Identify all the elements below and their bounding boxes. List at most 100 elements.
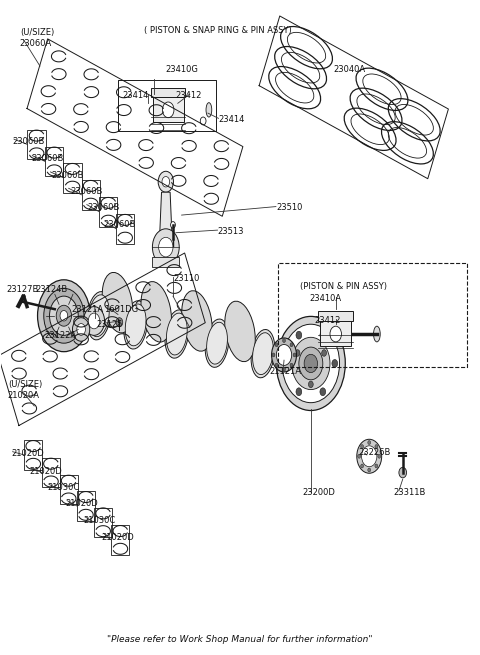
Ellipse shape xyxy=(206,322,228,364)
Text: 23412: 23412 xyxy=(314,316,340,326)
Circle shape xyxy=(358,455,360,458)
Text: 23510: 23510 xyxy=(276,204,302,212)
Circle shape xyxy=(44,288,84,343)
Text: 23122A: 23122A xyxy=(45,331,77,341)
Text: 23513: 23513 xyxy=(217,227,244,236)
Circle shape xyxy=(72,318,90,341)
Ellipse shape xyxy=(181,291,212,351)
Bar xyxy=(24,440,42,470)
Circle shape xyxy=(116,318,123,327)
Circle shape xyxy=(276,316,345,411)
Text: 1601DG: 1601DG xyxy=(104,305,138,314)
Text: 21020D: 21020D xyxy=(101,533,134,542)
Circle shape xyxy=(290,343,293,346)
Ellipse shape xyxy=(373,326,380,342)
Text: 21020D: 21020D xyxy=(65,500,98,508)
Ellipse shape xyxy=(87,291,111,340)
Text: 21121A: 21121A xyxy=(270,367,301,377)
Text: 21020D: 21020D xyxy=(29,467,62,476)
Text: (U/SIZE): (U/SIZE) xyxy=(20,28,54,37)
Circle shape xyxy=(60,310,68,321)
Text: 23060B: 23060B xyxy=(104,220,136,229)
Bar xyxy=(63,163,82,193)
Polygon shape xyxy=(159,192,172,237)
Text: 23121A: 23121A xyxy=(72,305,104,314)
Circle shape xyxy=(304,354,318,373)
Circle shape xyxy=(293,353,296,357)
Text: (PISTON & PIN ASSY): (PISTON & PIN ASSY) xyxy=(300,282,387,291)
Bar xyxy=(151,88,185,97)
Circle shape xyxy=(360,464,363,468)
Circle shape xyxy=(88,313,100,329)
Circle shape xyxy=(158,172,173,192)
Text: 21020A: 21020A xyxy=(8,391,40,400)
Ellipse shape xyxy=(252,333,274,375)
Text: "Please refer to Work Shop Manual for further information": "Please refer to Work Shop Manual for fu… xyxy=(107,635,373,645)
Ellipse shape xyxy=(125,304,146,346)
Text: 23226B: 23226B xyxy=(359,449,391,457)
Circle shape xyxy=(292,337,330,390)
Circle shape xyxy=(170,221,175,228)
Circle shape xyxy=(77,324,85,335)
Ellipse shape xyxy=(225,301,255,362)
Bar xyxy=(116,214,134,244)
Bar xyxy=(42,458,60,487)
Circle shape xyxy=(332,360,337,367)
Text: 23414: 23414 xyxy=(218,115,245,124)
Circle shape xyxy=(284,360,290,367)
Bar xyxy=(77,491,95,521)
Circle shape xyxy=(56,305,72,326)
Circle shape xyxy=(84,307,105,335)
Bar xyxy=(45,147,63,176)
Text: (U/SIZE): (U/SIZE) xyxy=(8,380,42,389)
Ellipse shape xyxy=(165,310,189,358)
Text: 23060B: 23060B xyxy=(32,155,64,163)
Text: 23200D: 23200D xyxy=(302,488,335,496)
Circle shape xyxy=(49,296,78,335)
Circle shape xyxy=(153,229,179,265)
Circle shape xyxy=(272,353,275,357)
Text: 23127B: 23127B xyxy=(6,285,39,294)
Circle shape xyxy=(399,468,407,478)
Ellipse shape xyxy=(206,103,212,117)
Circle shape xyxy=(322,350,326,356)
Text: 21030C: 21030C xyxy=(48,483,80,492)
Bar xyxy=(27,130,46,159)
Text: 21030C: 21030C xyxy=(84,516,116,525)
Circle shape xyxy=(290,363,293,367)
Text: 23040A: 23040A xyxy=(333,65,365,74)
Circle shape xyxy=(299,347,323,380)
Text: 23412: 23412 xyxy=(175,91,202,100)
Circle shape xyxy=(357,440,382,474)
Text: 23410G: 23410G xyxy=(166,65,199,74)
Text: 23414: 23414 xyxy=(123,91,149,100)
Text: 23110: 23110 xyxy=(173,274,199,283)
Bar xyxy=(319,310,353,321)
Circle shape xyxy=(296,331,302,339)
Text: 23060B: 23060B xyxy=(70,187,102,196)
Text: 23311B: 23311B xyxy=(393,488,426,496)
Circle shape xyxy=(162,176,169,187)
Circle shape xyxy=(158,237,173,257)
Circle shape xyxy=(320,388,325,396)
Circle shape xyxy=(282,324,339,403)
Circle shape xyxy=(361,446,377,467)
Bar xyxy=(153,97,183,122)
Circle shape xyxy=(276,345,292,365)
Bar xyxy=(278,263,468,367)
Circle shape xyxy=(378,455,381,458)
Bar xyxy=(153,257,179,267)
Text: 23060B: 23060B xyxy=(88,204,120,212)
Text: 23060B: 23060B xyxy=(51,171,84,179)
Ellipse shape xyxy=(141,282,171,342)
Circle shape xyxy=(283,367,286,371)
Circle shape xyxy=(272,338,297,372)
Circle shape xyxy=(37,280,90,352)
Text: 23125: 23125 xyxy=(96,320,123,329)
Circle shape xyxy=(360,445,363,449)
Circle shape xyxy=(368,441,371,445)
Circle shape xyxy=(330,326,341,342)
Text: 23060A: 23060A xyxy=(20,39,52,48)
Circle shape xyxy=(275,363,278,367)
Circle shape xyxy=(162,102,174,118)
